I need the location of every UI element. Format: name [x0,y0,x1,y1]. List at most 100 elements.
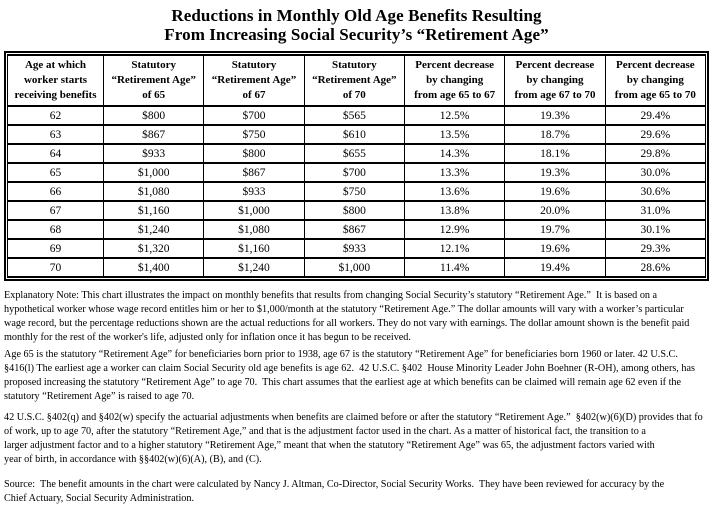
table-cell: 19.3% [504,162,606,183]
table-row: 69 $1,320 $1,160 $933 12.1% 19.6% 29.3% [7,238,707,259]
note-line: larger adjustment factor and to a higher… [4,440,655,451]
benefits-table-body: 62 $800 $700 $565 12.5% 19.3% 29.4% 63 $867 $750 $… [7,105,707,278]
column-header: Percent decrease by changing from age 65 t… [403,54,506,107]
table-row: 67 $1,160 $1,000 $800 13.8% 20.0% 31.0% [7,200,707,221]
table-cell: $565 [303,105,405,126]
table-cell: 66 [7,181,104,202]
table-cell: 13.6% [403,181,506,202]
column-header-line: from age 67 to 70 [514,89,596,101]
column-header-line: of 67 [242,89,266,101]
title-line-2: From Increasing Social Security’s “Retir… [164,25,549,44]
note-line: hypothetical worker whose wage record en… [4,304,684,315]
column-header-line: Percent decrease [615,59,695,71]
note-line: proposed increasing the statutory “Retir… [4,377,682,388]
title-line-1: Reductions in Monthly Old Age Benefits R… [171,6,542,25]
column-header-line: by changing [626,74,684,86]
table-cell: 18.1% [504,143,606,164]
table-cell: $933 [203,181,305,202]
table-cell: $867 [303,219,405,240]
table-cell: 29.6% [604,124,707,145]
note-line: Source: The benefit amounts in the chart… [4,479,665,490]
table-cell: 63 [7,124,104,145]
table-cell: 65 [7,162,104,183]
table-cell: $750 [303,181,405,202]
table-cell: 29.4% [604,105,707,126]
column-header-line: Percent decrease [415,59,494,71]
column-header-line: “Retirement Age” [312,74,397,86]
note-line: wage record, but the percentage reductio… [4,318,690,329]
note-line: of work, up to age 70, after the statuto… [4,426,646,437]
table-cell: 69 [7,238,104,259]
note-line: Age 65 is the statutory “Retirement Age”… [4,349,678,360]
table-row: 62 $800 $700 $565 12.5% 19.3% 29.4% [7,105,707,126]
document-title: Reductions in Monthly Old Age Benefits R… [0,0,713,44]
explanatory-notes: Explanatory Note: This chart illustrates… [4,289,709,506]
table-cell: 29.3% [604,238,707,259]
table-cell: 62 [7,105,104,126]
column-header: Age at which worker starts receiving benef… [7,54,104,107]
table-cell: 19.7% [504,219,606,240]
table-cell: 19.6% [504,238,606,259]
table-row: 70 $1,400 $1,240 $1,000 11.4% 19.4% 28.6% [7,257,707,278]
note-line: Explanatory Note: This chart illustrates… [4,290,658,301]
column-header: Statutory “Retirement Age” of 67 [203,54,305,107]
table-cell: $1,240 [203,257,305,278]
note-line: year of birth, in accordance with §§402(… [4,454,262,465]
note-line: §416(l) The earliest age a worker can cl… [4,363,695,374]
table-cell: $655 [303,143,405,164]
benefits-table-head: Age at which worker starts receiving benef… [7,54,707,107]
table-cell: 12.1% [403,238,506,259]
table-cell: 14.3% [403,143,506,164]
benefits-table: Age at which worker starts receiving benef… [7,54,707,278]
column-header-line: worker starts [23,74,88,86]
column-header-line: Statutory [332,59,377,71]
table-cell: 29.8% [604,143,707,164]
column-header-line: Statutory [231,59,277,71]
table-row: 65 $1,000 $867 $700 13.3% 19.3% 30.0% [7,162,707,183]
table-cell: $750 [203,124,305,145]
table-cell: $1,160 [102,200,205,221]
table-cell: $1,000 [102,162,205,183]
table-cell: $933 [102,143,205,164]
table-cell: $1,160 [203,238,305,259]
note-line: monthly for the rest of the worker's lif… [4,332,411,343]
table-cell: $1,320 [102,238,205,259]
table-cell: 13.3% [403,162,506,183]
table-cell: 19.3% [504,105,606,126]
table-cell: $1,080 [102,181,205,202]
table-cell: 12.5% [403,105,506,126]
table-cell: 30.6% [604,181,707,202]
table-cell: 20.0% [504,200,606,221]
note-paragraph: Age 65 is the statutory “Retirement Age”… [4,348,709,404]
table-cell: $1,400 [102,257,205,278]
table-cell: 67 [7,200,104,221]
column-header-line: from age 65 to 67 [414,89,496,101]
table-cell: 12.9% [403,219,506,240]
table-cell: $800 [203,143,305,164]
table-cell: 30.1% [604,219,707,240]
table-cell: 30.0% [604,162,707,183]
table-cell: 28.6% [604,257,707,278]
note-paragraph: Source: The benefit amounts in the chart… [4,478,709,506]
table-cell: $1,240 [102,219,205,240]
table-cell: 19.4% [504,257,606,278]
table-row: 66 $1,080 $933 $750 13.6% 19.6% 30.6% [7,181,707,202]
table-cell: $1,080 [203,219,305,240]
table-cell: 13.5% [403,124,506,145]
column-header: Percent decrease by changing from age 65 t… [604,54,707,107]
table-cell: $700 [203,105,305,126]
column-header-line: “Retirement Age” [211,74,297,86]
note-line: statutory “Retirement Age” is raised to … [4,391,195,402]
header-row: Age at which worker starts receiving benef… [7,54,707,107]
table-cell: $800 [102,105,205,126]
table-cell: $800 [303,200,405,221]
table-cell: $1,000 [303,257,405,278]
table-cell: 18.7% [504,124,606,145]
note-paragraph: 42 U.S.C. §402(q) and §402(w) specify th… [4,411,709,467]
column-header-line: of 70 [342,89,366,101]
column-header: Statutory “Retirement Age” of 65 [102,54,205,107]
column-header: Statutory “Retirement Age” of 70 [303,54,405,107]
table-row: 63 $867 $750 $610 13.5% 18.7% 29.6% [7,124,707,145]
note-paragraph: Explanatory Note: This chart illustrates… [4,289,709,345]
